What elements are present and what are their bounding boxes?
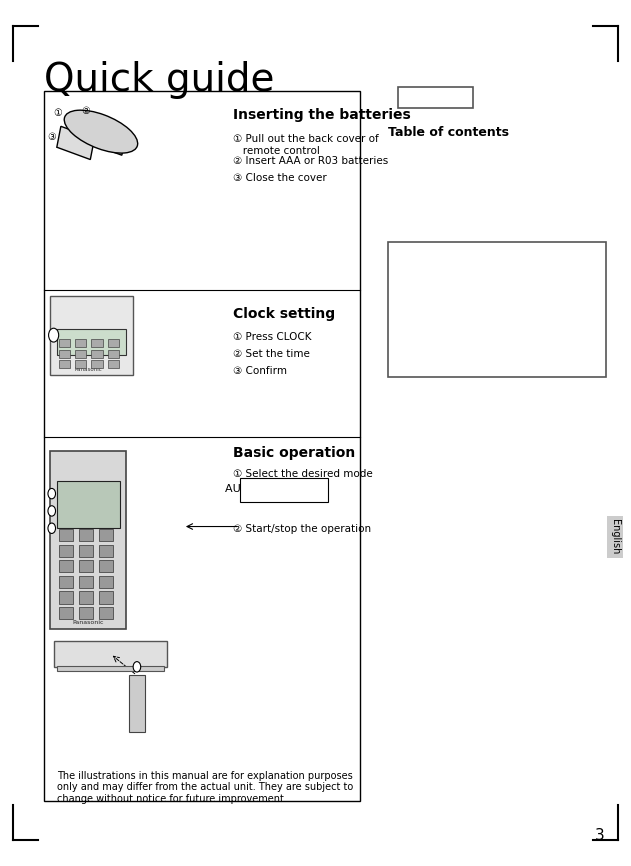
Bar xyxy=(99,607,113,619)
Text: English: English xyxy=(610,520,620,554)
Bar xyxy=(79,560,93,572)
Bar xyxy=(59,350,70,358)
Bar xyxy=(57,666,164,671)
Bar xyxy=(79,591,93,604)
Bar xyxy=(108,339,119,347)
Text: Accessories: Accessories xyxy=(394,249,476,262)
Bar xyxy=(99,560,113,572)
Bar xyxy=(79,576,93,588)
Bar xyxy=(129,675,145,732)
Bar xyxy=(59,576,73,588)
Bar xyxy=(99,545,113,557)
Ellipse shape xyxy=(64,110,138,153)
Text: • Remote control: • Remote control xyxy=(394,268,483,279)
Circle shape xyxy=(48,488,56,499)
Bar xyxy=(59,545,73,557)
Text: 3: 3 xyxy=(594,828,604,843)
Text: ② Start/stop the operation: ② Start/stop the operation xyxy=(233,524,372,534)
Bar xyxy=(108,350,119,358)
Bar xyxy=(79,529,93,541)
Bar xyxy=(240,478,328,502)
Text: • Remote control holder: • Remote control holder xyxy=(394,317,520,327)
Bar xyxy=(79,545,93,557)
Text: 24: 24 xyxy=(81,500,96,510)
Bar xyxy=(79,607,93,619)
Text: Table of contents: Table of contents xyxy=(388,126,509,139)
Text: ① Select the desired mode: ① Select the desired mode xyxy=(233,469,373,480)
Circle shape xyxy=(48,523,56,533)
Text: ① Press CLOCK: ① Press CLOCK xyxy=(233,332,312,342)
Bar xyxy=(57,329,126,355)
Circle shape xyxy=(48,506,56,516)
Bar xyxy=(108,360,119,368)
Bar xyxy=(99,529,113,541)
Circle shape xyxy=(49,328,59,342)
Text: ②: ② xyxy=(81,106,90,116)
Bar xyxy=(91,350,103,358)
Text: Quick guide: Quick guide xyxy=(44,61,274,99)
Text: Clock setting: Clock setting xyxy=(233,307,336,321)
Bar xyxy=(59,591,73,604)
Bar xyxy=(57,481,120,528)
Bar xyxy=(59,339,70,347)
Text: • AAA or R03 batteries × 2: • AAA or R03 batteries × 2 xyxy=(394,293,535,303)
Text: ② Insert AAA or R03 batteries: ② Insert AAA or R03 batteries xyxy=(233,156,389,166)
Bar xyxy=(75,360,86,368)
Bar xyxy=(59,560,73,572)
Bar xyxy=(59,360,70,368)
Text: Inserting the batteries: Inserting the batteries xyxy=(233,108,411,122)
Bar xyxy=(99,591,113,604)
Text: • Screws for remote control
   holder × 2: • Screws for remote control holder × 2 xyxy=(394,341,539,363)
Text: ③ Confirm: ③ Confirm xyxy=(233,366,288,377)
Text: ③: ③ xyxy=(47,132,56,142)
Text: ③ Close the cover: ③ Close the cover xyxy=(233,173,327,184)
Text: Panasonic: Panasonic xyxy=(73,620,104,625)
Bar xyxy=(75,350,86,358)
Text: ② Set the time: ② Set the time xyxy=(233,349,310,359)
Bar xyxy=(388,242,606,377)
Bar xyxy=(59,529,73,541)
Bar xyxy=(398,87,473,108)
Bar xyxy=(54,641,167,667)
Bar xyxy=(50,296,133,375)
Text: Panasonic: Panasonic xyxy=(74,366,102,372)
Text: Basic operation: Basic operation xyxy=(233,446,356,460)
Circle shape xyxy=(133,662,141,672)
Text: The illustrations in this manual are for explanation purposes
only and may diffe: The illustrations in this manual are for… xyxy=(57,771,353,804)
Bar xyxy=(99,576,113,588)
Bar xyxy=(57,126,95,159)
Bar xyxy=(75,339,86,347)
Bar xyxy=(50,451,126,629)
Bar xyxy=(88,122,126,155)
Bar xyxy=(91,339,103,347)
Text: AUTO → COOL: AUTO → COOL xyxy=(225,484,305,494)
Bar xyxy=(91,360,103,368)
Bar xyxy=(44,91,360,801)
Text: ①: ① xyxy=(54,107,62,118)
Text: English: English xyxy=(415,93,456,102)
Text: ① Pull out the back cover of
   remote control: ① Pull out the back cover of remote cont… xyxy=(233,134,379,156)
Bar xyxy=(59,607,73,619)
